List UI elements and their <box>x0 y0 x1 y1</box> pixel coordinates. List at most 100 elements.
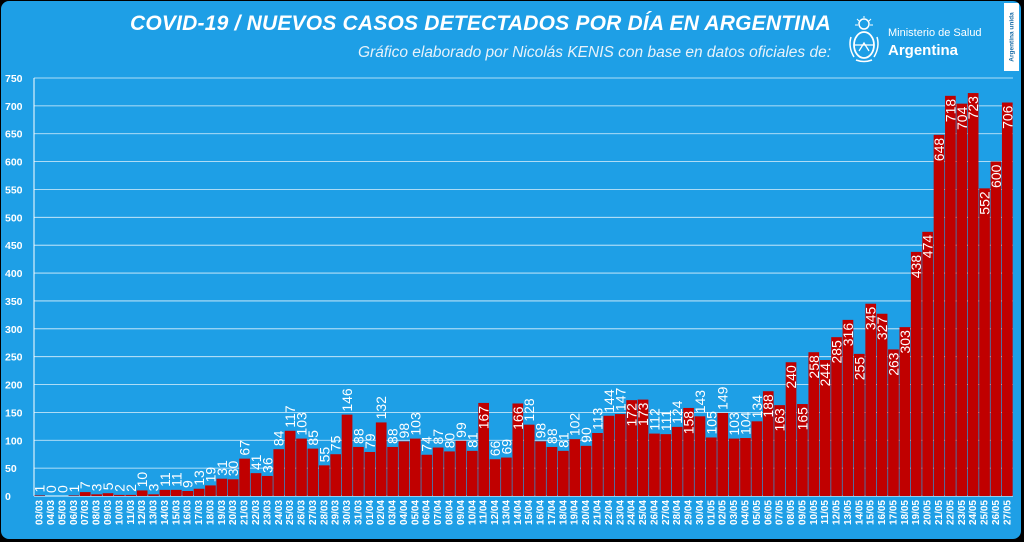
data-label: 98 <box>396 423 412 439</box>
bar <box>307 448 319 496</box>
x-tick-label: 24/05 <box>968 500 979 525</box>
x-tick-label: 08/04 <box>445 500 456 525</box>
x-tick-label: 19/05 <box>911 500 922 525</box>
x-tick-label: 17/03 <box>194 500 205 525</box>
bar <box>774 405 785 496</box>
x-tick-label: 24/04 <box>627 500 638 525</box>
x-tick-label: 21/03 <box>240 500 251 525</box>
x-tick-label: 15/03 <box>171 500 182 525</box>
x-tick-label: 09/04 <box>456 500 467 525</box>
data-label: 67 <box>237 440 253 456</box>
x-tick-label: 07/05 <box>775 500 786 525</box>
data-labels: 1001735221031111913193130674136841171038… <box>32 96 1016 493</box>
data-label: 80 <box>442 433 458 449</box>
data-label: 188 <box>760 394 776 418</box>
data-label: 128 <box>521 398 537 422</box>
bar <box>512 403 524 496</box>
x-tick-label: 21/04 <box>592 500 603 525</box>
x-tick-label: 10/04 <box>467 500 478 525</box>
x-tick-label: 22/03 <box>251 500 262 525</box>
x-tick-label: 05/03 <box>57 500 68 525</box>
coat-of-arms-icon <box>849 16 879 63</box>
x-axis-ticks: 03/03 04/03 05/03 06/03 07/03 08/03 09/03 10/03… <box>35 500 1014 525</box>
bar <box>114 494 125 496</box>
x-tick-label: 06/04 <box>422 500 433 525</box>
y-tick-label: 100 <box>5 435 23 447</box>
bar <box>375 422 387 496</box>
y-tick-label: 300 <box>5 324 23 336</box>
x-tick-label: 12/04 <box>490 500 501 525</box>
x-tick-label: 01/05 <box>706 500 717 525</box>
bar <box>910 251 922 496</box>
x-tick-label: 19/03 <box>217 500 228 525</box>
y-tick-label: 500 <box>5 212 23 224</box>
data-label: 173 <box>635 402 651 426</box>
bar <box>649 433 660 496</box>
data-label: 263 <box>885 352 901 376</box>
bar <box>979 188 990 497</box>
data-label: 285 <box>829 340 845 364</box>
data-label: 79 <box>362 433 378 449</box>
x-tick-label: 14/03 <box>160 500 171 525</box>
bar <box>444 451 455 496</box>
bar <box>683 407 694 496</box>
bar <box>557 450 569 496</box>
data-label: 316 <box>840 323 856 347</box>
bar <box>170 489 182 496</box>
bar <box>262 475 273 496</box>
x-tick-label: 21/05 <box>934 500 945 525</box>
bar <box>273 449 285 496</box>
bar <box>148 494 159 496</box>
x-tick-label: 10/03 <box>114 500 125 525</box>
argentina-unida-badge: Argentina unida <box>1004 3 1019 71</box>
bar <box>535 441 546 496</box>
x-tick-label: 25/04 <box>638 500 649 525</box>
bar <box>284 430 296 496</box>
data-label: 112 <box>646 408 662 431</box>
x-tick-label: 04/04 <box>399 500 410 525</box>
y-tick-label: 50 <box>5 463 17 475</box>
data-label: 88 <box>350 428 366 444</box>
x-tick-label: 11/04 <box>479 500 490 525</box>
data-label: 438 <box>908 255 924 279</box>
x-tick-label: 27/03 <box>308 500 319 525</box>
bar <box>205 485 216 496</box>
x-tick-label: 10/05 <box>809 500 820 525</box>
data-label: 706 <box>999 105 1015 129</box>
data-label: 75 <box>328 435 344 451</box>
data-label: 2 <box>111 484 127 492</box>
data-label: 147 <box>612 387 628 411</box>
x-tick-label: 13/03 <box>149 500 160 525</box>
x-tick-label: 05/04 <box>410 500 421 525</box>
argentina-unida-label: Argentina unida <box>1008 12 1015 62</box>
x-tick-label: 20/03 <box>228 500 239 525</box>
x-tick-label: 29/04 <box>684 500 695 525</box>
data-label: 105 <box>703 411 719 435</box>
bar <box>603 415 615 496</box>
bar <box>216 478 228 496</box>
x-tick-label: 02/04 <box>376 500 387 525</box>
bar <box>478 402 490 496</box>
bar <box>136 490 148 496</box>
bar <box>614 414 626 496</box>
bar <box>990 161 1002 496</box>
x-tick-label: 15/05 <box>866 500 877 525</box>
data-label: 723 <box>965 96 981 120</box>
data-label: 1 <box>66 484 82 492</box>
data-label: 11 <box>168 472 184 487</box>
data-label: 255 <box>851 357 867 381</box>
data-label: 113 <box>589 407 605 430</box>
bar <box>410 438 421 496</box>
data-label: 648 <box>931 138 947 162</box>
x-tick-label: 12/03 <box>137 500 148 525</box>
bar <box>580 445 592 496</box>
x-tick-label: 26/03 <box>297 500 308 525</box>
x-tick-label: 15/04 <box>524 500 535 525</box>
data-label: 0 <box>54 485 70 493</box>
x-tick-label: 19/04 <box>570 500 581 525</box>
data-label: 3 <box>146 483 162 491</box>
y-axis-ticks: 0 50 100 150 200 250 300 350 400 450 500 550 600 650 7… <box>5 73 23 503</box>
bar <box>592 433 603 496</box>
x-tick-label: 25/05 <box>980 500 991 525</box>
data-label: 258 <box>806 355 822 379</box>
